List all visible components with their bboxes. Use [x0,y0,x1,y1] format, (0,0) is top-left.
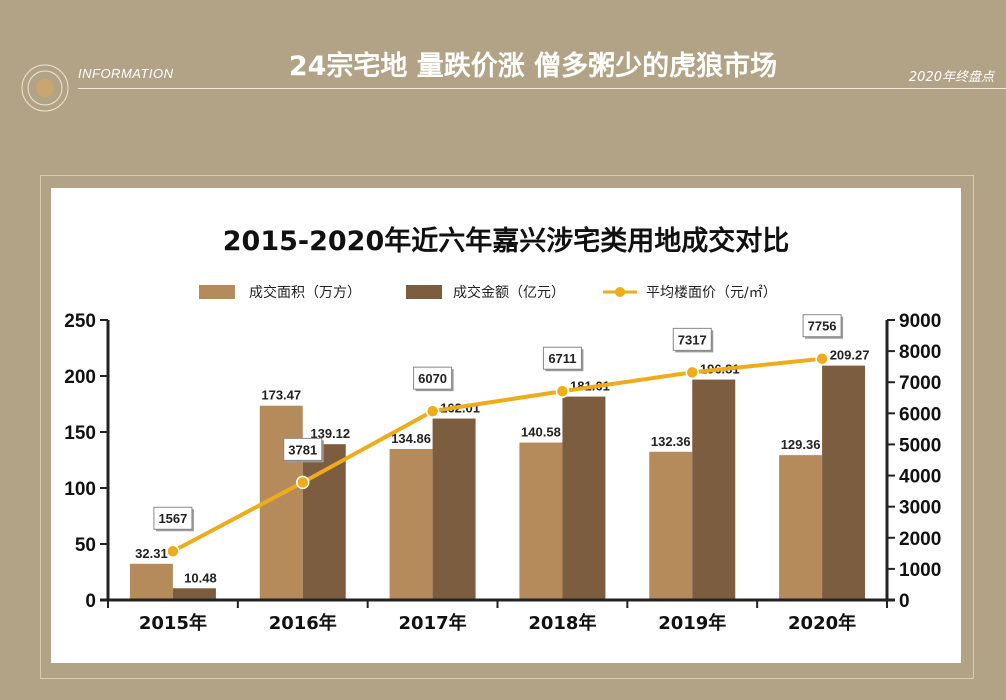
y-right-tick-label: 8000 [899,342,941,363]
price-value-label: 7317 [678,332,707,347]
year-tag: 2020年终盘点 [908,70,994,85]
y-right-tick-label: 6000 [899,404,941,425]
bar-amount-0 [172,588,216,600]
legend-swatch-amount [406,285,442,299]
price-value-label: 1567 [158,511,187,526]
y-right-tick-label: 4000 [899,467,941,488]
x-tick-label: 2019年 [658,612,726,634]
bar-amount-4 [692,379,736,600]
legend-swatch-price-marker [615,287,625,297]
bar-amount-label: 209.27 [830,348,870,363]
price-point-4 [685,365,699,380]
y-left-tick-label: 0 [85,591,96,612]
y-right-tick-label: 1000 [899,560,941,581]
y-right-tick-label: 7000 [899,373,941,394]
bar-amount-3 [562,396,606,600]
y-right-tick-label: 2000 [899,529,941,550]
chart-panel: 2015-2020年近六年嘉兴涉宅类用地成交对比成交面积（万方） 成交金额（亿元）… [51,188,961,663]
price-label-box-4 [672,327,712,351]
price-label-box-5 [802,314,842,338]
price-point-5 [815,351,829,366]
legend-label-amount: 成交金额（亿元） [453,284,565,301]
x-tick-label: 2018年 [528,612,596,634]
bar-amount-label: 10.48 [184,570,217,585]
bar-area-2 [389,448,433,600]
bar-amount-1 [302,444,346,600]
bar-amount-label: 139.12 [310,426,350,441]
price-label-box-0 [153,506,193,530]
bar-area-3 [519,442,563,600]
legend-label-area: 成交面积（万方） [249,284,361,301]
x-tick-label: 2015年 [139,612,207,634]
legend-label-price: 平均楼面价（元/㎡） [646,285,777,301]
y-left-tick-label: 50 [75,535,96,556]
bar-area-0 [129,563,173,600]
legend-swatch-area [199,285,235,299]
bar-area-label: 134.86 [391,431,431,446]
price-label-box-2 [413,366,453,390]
price-point-3 [555,384,570,398]
price-point-2 [425,404,440,418]
bar-area-label: 140.58 [521,425,561,440]
y-right-tick-label: 9000 [899,311,941,332]
price-value-label: 3781 [288,442,317,457]
bar-amount-2 [432,418,476,600]
header-divider [78,88,1006,89]
chart-frame [40,175,974,679]
bar-area-label: 132.36 [651,434,691,449]
price-point-1 [296,475,310,490]
bar-area-label: 129.36 [781,437,821,452]
price-label-box-3 [542,346,582,370]
x-tick-label: 2020年 [788,612,856,634]
y-right-tick-label: 0 [899,591,910,612]
y-left-tick-label: 150 [64,423,96,444]
y-left-tick-label: 100 [64,479,96,500]
x-tick-label: 2017年 [399,612,467,634]
bar-area-5 [779,455,823,600]
price-value-label: 6070 [418,371,447,386]
x-tick-label: 2016年 [269,612,337,634]
bar-area-label: 173.47 [261,388,301,403]
information-label: INFORMATION [78,66,174,81]
price-value-label: 6711 [548,351,576,366]
y-right-tick-label: 5000 [899,435,941,456]
page-title: 24宗宅地 量跌价涨 僧多粥少的虎狼市场 [288,51,778,82]
bar-area-4 [649,451,693,600]
y-left-tick-label: 250 [64,311,96,332]
price-value-label: 7756 [808,319,837,334]
bar-area-label: 32.31 [135,546,168,561]
y-right-tick-label: 3000 [899,498,941,519]
price-line [171,356,823,554]
y-left-tick-label: 200 [64,367,96,388]
price-point-0 [166,544,180,558]
information-logo-icon [21,64,69,112]
chart-title: 2015-2020年近六年嘉兴涉宅类用地成交对比 [223,225,790,257]
bar-amount-5 [822,365,866,600]
price-label-box-1 [283,437,323,461]
